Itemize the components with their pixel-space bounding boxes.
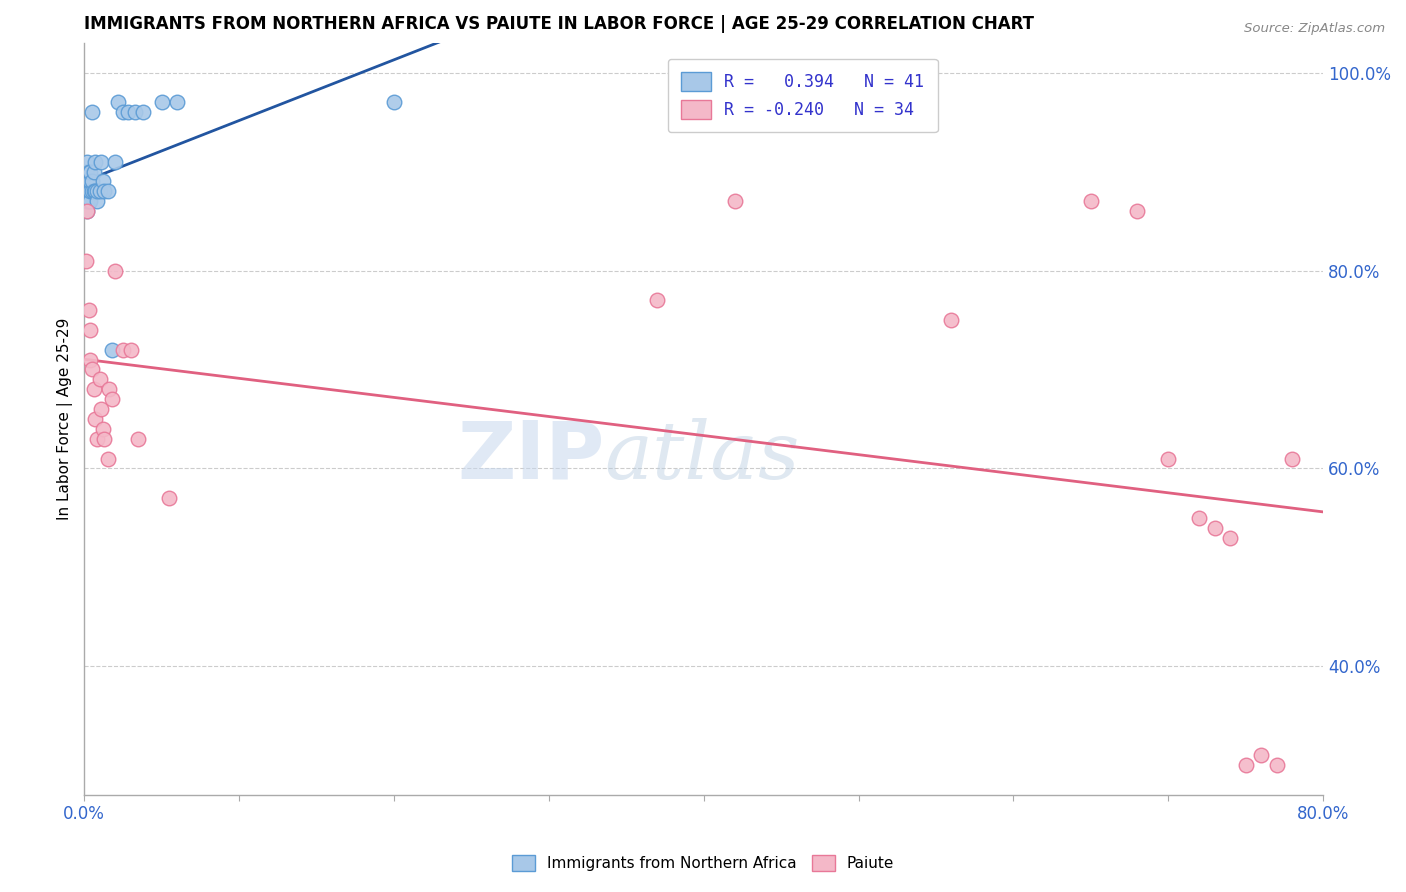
Point <box>77 303 100 318</box>
Point <box>77 174 100 188</box>
Point <box>98 382 121 396</box>
Point <box>132 105 155 120</box>
Point <box>75 253 97 268</box>
Point <box>89 372 111 386</box>
Point <box>104 263 127 277</box>
Point <box>84 412 107 426</box>
Point <box>86 185 108 199</box>
Point <box>79 164 101 178</box>
Point <box>159 491 181 505</box>
Point <box>89 185 111 199</box>
Point <box>1250 748 1272 763</box>
Point <box>76 164 98 178</box>
Point <box>941 313 963 327</box>
Point <box>80 185 103 199</box>
Point <box>77 185 100 199</box>
Point <box>93 432 115 446</box>
Point <box>1281 451 1303 466</box>
Point <box>77 194 100 209</box>
Point <box>77 164 100 178</box>
Point <box>111 105 134 120</box>
Point <box>91 174 114 188</box>
Point <box>80 362 103 376</box>
Point <box>117 105 139 120</box>
Point <box>80 105 103 120</box>
Point <box>76 204 98 219</box>
Point <box>124 105 146 120</box>
Text: IMMIGRANTS FROM NORTHERN AFRICA VS PAIUTE IN LABOR FORCE | AGE 25-29 CORRELATION: IMMIGRANTS FROM NORTHERN AFRICA VS PAIUT… <box>84 15 1035 33</box>
Point <box>120 343 142 357</box>
Point <box>1234 758 1257 772</box>
Point <box>1126 204 1149 219</box>
Point <box>166 95 188 110</box>
Point <box>86 432 108 446</box>
Point <box>1080 194 1102 209</box>
Point <box>93 185 115 199</box>
Point <box>724 194 747 209</box>
Point <box>101 392 124 407</box>
Point <box>91 422 114 436</box>
Point <box>111 343 134 357</box>
Point <box>1219 531 1241 545</box>
Point <box>76 174 98 188</box>
Point <box>96 451 118 466</box>
Point <box>127 432 149 446</box>
Point <box>86 194 108 209</box>
Point <box>75 174 97 188</box>
Point <box>1204 521 1226 535</box>
Point <box>1188 511 1211 525</box>
Legend: R =   0.394   N = 41, R = -0.240   N = 34: R = 0.394 N = 41, R = -0.240 N = 34 <box>668 59 938 132</box>
Point <box>80 174 103 188</box>
Point <box>79 174 101 188</box>
Point <box>75 185 97 199</box>
Point <box>79 185 101 199</box>
Text: ZIP: ZIP <box>457 417 605 496</box>
Point <box>79 323 101 337</box>
Point <box>79 352 101 367</box>
Point <box>382 95 405 110</box>
Point <box>96 185 118 199</box>
Point <box>83 164 105 178</box>
Point <box>84 154 107 169</box>
Point <box>107 95 129 110</box>
Point <box>90 402 112 417</box>
Legend: Immigrants from Northern Africa, Paiute: Immigrants from Northern Africa, Paiute <box>506 849 900 877</box>
Text: atlas: atlas <box>605 417 800 495</box>
Point <box>84 185 107 199</box>
Point <box>90 154 112 169</box>
Point <box>79 194 101 209</box>
Point <box>83 382 105 396</box>
Point <box>76 204 98 219</box>
Point <box>76 185 98 199</box>
Point <box>104 154 127 169</box>
Point <box>645 293 668 308</box>
Point <box>1265 758 1288 772</box>
Point <box>76 154 98 169</box>
Point <box>101 343 124 357</box>
Text: Source: ZipAtlas.com: Source: ZipAtlas.com <box>1244 22 1385 36</box>
Point <box>150 95 173 110</box>
Point <box>76 194 98 209</box>
Point <box>1157 451 1180 466</box>
Point <box>75 164 97 178</box>
Y-axis label: In Labor Force | Age 25-29: In Labor Force | Age 25-29 <box>58 318 73 520</box>
Point <box>83 185 105 199</box>
